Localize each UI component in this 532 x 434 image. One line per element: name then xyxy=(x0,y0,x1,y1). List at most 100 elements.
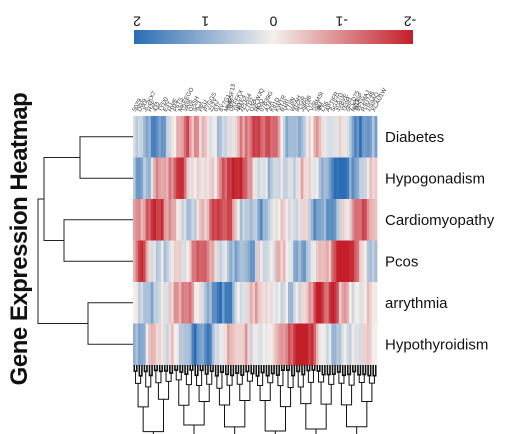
heatmap-cell xyxy=(328,240,332,283)
column-dendrogram-branch xyxy=(321,365,326,376)
column-dendrogram-branch xyxy=(301,365,306,376)
heatmap-cell xyxy=(364,199,368,241)
heatmap-cell xyxy=(310,323,314,366)
row-dendrogram-branch xyxy=(37,198,88,324)
heatmap-cell xyxy=(288,282,291,324)
heatmap-cell xyxy=(234,157,238,200)
heatmap-cell xyxy=(221,157,225,200)
heatmap-cell xyxy=(249,199,253,241)
heatmap-cell xyxy=(188,157,192,200)
heatmap-cell xyxy=(211,157,215,200)
heatmap-cell xyxy=(148,116,152,158)
heatmap-cell xyxy=(171,323,175,366)
heatmap-cell xyxy=(371,323,375,366)
heatmap-cell xyxy=(272,240,276,283)
column-dendrogram-branch xyxy=(357,365,362,376)
heatmap-cell xyxy=(308,323,312,366)
heatmap-cell xyxy=(143,240,147,283)
heatmap-cell xyxy=(176,157,180,200)
heatmap-cell xyxy=(140,116,144,158)
heatmap-cell xyxy=(293,240,297,283)
heatmap-cell xyxy=(224,116,228,158)
heatmap-cell xyxy=(316,282,319,324)
heatmap-cell xyxy=(191,116,195,158)
heatmap-cell xyxy=(181,240,185,283)
heatmap-cell xyxy=(349,282,352,324)
heatmap-cell xyxy=(216,157,220,200)
heatmap-cell xyxy=(163,240,167,283)
heatmap-cell xyxy=(293,157,297,200)
heatmap-cell xyxy=(349,240,352,283)
heatmap-cell xyxy=(354,240,358,283)
heatmap-cell xyxy=(194,323,197,366)
heatmap-cell xyxy=(265,116,269,158)
heatmap-cell xyxy=(244,240,248,283)
row-label-diabetes: Diabetes xyxy=(385,129,444,146)
heatmap-cell xyxy=(341,282,345,324)
heatmap-cell xyxy=(214,282,218,324)
column-dendrogram-branch xyxy=(265,365,270,377)
colorbar-tick-label: 0 xyxy=(269,13,277,29)
heatmap-cell xyxy=(371,240,375,283)
column-dendrogram-branch xyxy=(138,365,143,377)
row-labels: Diabetes Hypogonadism Cardiomyopathy Pcos ar… xyxy=(385,129,495,354)
heatmap-cell xyxy=(244,282,248,324)
column-label: B72 xyxy=(354,98,362,110)
heatmap-cell xyxy=(338,323,342,366)
heatmap-cell xyxy=(369,282,373,324)
heatmap-cell xyxy=(356,282,360,324)
heatmap-cell xyxy=(194,282,197,324)
heatmap-cell xyxy=(135,199,139,241)
heatmap-cell xyxy=(310,240,314,283)
heatmap-cell xyxy=(290,157,294,200)
heatmap-cell xyxy=(166,240,169,283)
heatmap-cell xyxy=(168,240,172,283)
heatmap-cell xyxy=(188,240,192,283)
heatmap-cell xyxy=(280,199,284,241)
heatmap-cell xyxy=(326,240,330,283)
heatmap-cell xyxy=(374,323,378,366)
heatmap-cell xyxy=(298,282,302,324)
heatmap-cell xyxy=(181,157,185,200)
heatmap-cell xyxy=(160,323,164,366)
heatmap-cell xyxy=(328,199,332,241)
heatmap-cell xyxy=(290,323,294,366)
heatmap-cell xyxy=(272,116,276,158)
heatmap-cell xyxy=(257,282,261,324)
heatmap-cell xyxy=(257,323,261,366)
heatmap-cell xyxy=(323,199,327,241)
column-dendrogram-branch xyxy=(143,365,148,373)
heatmap-cell xyxy=(227,240,230,283)
heatmap-cell xyxy=(277,116,281,158)
heatmap-cell xyxy=(316,199,319,241)
column-dendrogram-branch xyxy=(331,365,336,375)
heatmap-cell xyxy=(272,157,276,200)
heatmap-cell xyxy=(232,199,236,241)
heatmap-cell xyxy=(270,323,274,366)
heatmap-cell xyxy=(242,323,246,366)
column-dendrogram-branch xyxy=(361,382,373,402)
heatmap-cell xyxy=(171,240,175,283)
column-dendrogram-branch xyxy=(219,365,225,374)
heatmap-cell xyxy=(331,240,335,283)
heatmap-cell xyxy=(285,199,289,241)
column-dendrogram-branch xyxy=(270,365,275,375)
heatmap-cell xyxy=(346,240,350,283)
heatmap-cell xyxy=(181,282,185,324)
heatmap-cell xyxy=(346,116,350,158)
heatmap-cell xyxy=(267,157,271,200)
heatmap-cell xyxy=(255,116,258,158)
heatmap-cell xyxy=(262,116,266,158)
heatmap-cell xyxy=(148,157,152,200)
heatmap-cell xyxy=(262,240,266,283)
column-label: 212Y xyxy=(208,98,220,113)
heatmap-cell xyxy=(260,323,264,366)
heatmap-cell xyxy=(293,282,297,324)
heatmap-cell xyxy=(275,157,279,200)
heatmap-cell xyxy=(275,323,279,366)
heatmap-cell xyxy=(249,323,253,366)
heatmap-cell xyxy=(341,157,345,200)
heatmap-cell xyxy=(260,116,264,158)
heatmap-cell xyxy=(336,157,340,200)
heatmap-cell xyxy=(201,199,205,241)
